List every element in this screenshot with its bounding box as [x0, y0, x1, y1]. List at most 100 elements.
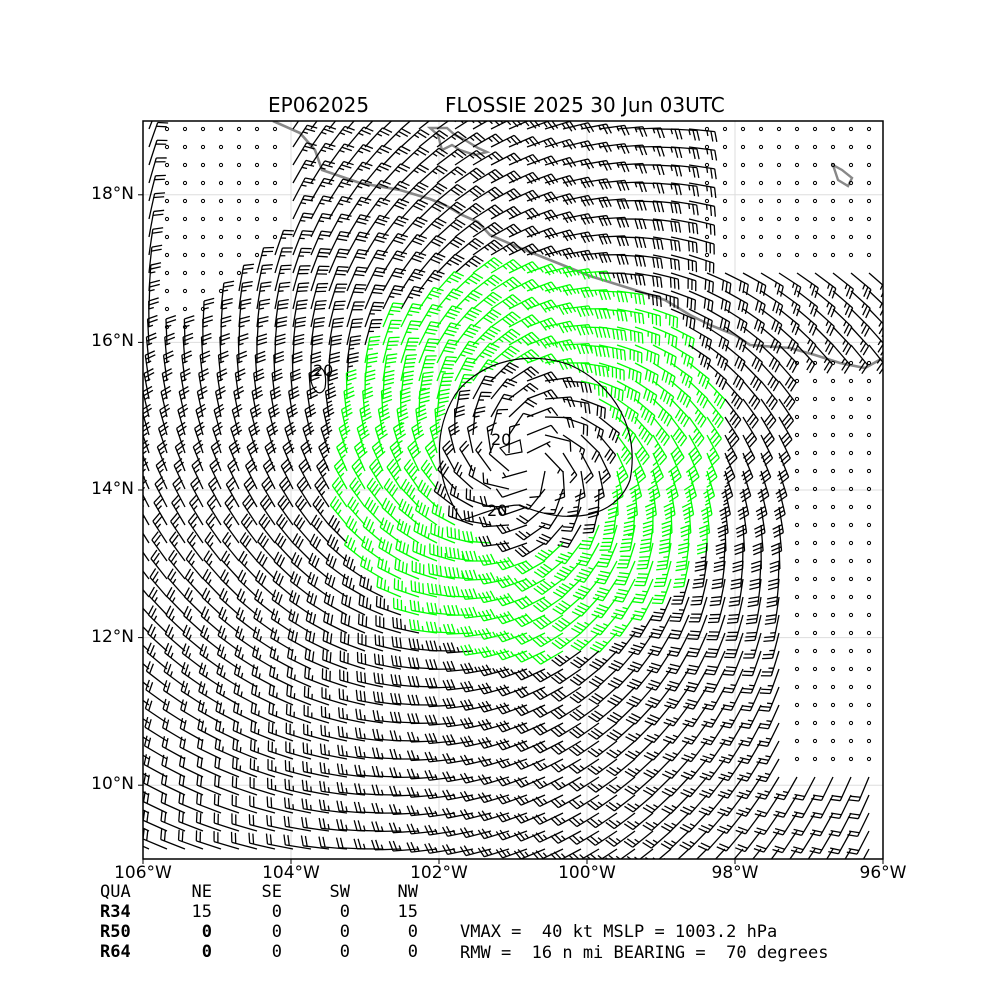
wind-barb — [454, 185, 485, 202]
wind-barb — [346, 266, 368, 292]
wind-barb — [148, 244, 163, 274]
wind-barb — [701, 704, 726, 728]
wind-barb — [447, 421, 460, 454]
wind-barb — [152, 512, 168, 544]
table-header-cell: NE — [191, 882, 212, 902]
wind-barb — [218, 606, 240, 634]
wind-barb — [670, 218, 699, 235]
wind-barb — [614, 560, 636, 586]
calm-marker — [866, 648, 872, 654]
wind-barb — [596, 542, 618, 568]
wind-barb — [256, 264, 273, 292]
wind-barb — [616, 326, 644, 344]
wind-barb — [199, 350, 211, 382]
calm-marker — [812, 612, 818, 618]
wind-barb — [724, 290, 749, 315]
wind-barb — [643, 758, 672, 779]
wind-barb — [298, 458, 312, 490]
wind-barb — [513, 794, 546, 806]
wind-barb — [688, 182, 717, 199]
wind-barb — [162, 350, 174, 382]
wind-barb — [623, 830, 654, 848]
wind-barb — [686, 632, 708, 658]
wind-barb — [151, 531, 168, 562]
wind-barb — [550, 794, 582, 809]
calm-marker — [200, 198, 206, 204]
wind-barb — [364, 162, 392, 184]
wind-barb — [490, 205, 522, 220]
wind-barb — [213, 403, 225, 436]
calm-marker — [830, 216, 836, 222]
wind-barb — [214, 756, 240, 778]
wind-barb — [580, 344, 610, 358]
wind-barb — [328, 230, 351, 256]
lat-tick-label: 14°N — [91, 479, 134, 499]
calm-marker — [830, 684, 836, 690]
calm-marker — [794, 486, 800, 492]
wind-barb — [459, 790, 492, 802]
wind-barb — [526, 335, 559, 349]
wind-barb — [382, 369, 395, 400]
wind-barb — [495, 793, 528, 805]
calm-marker — [866, 432, 872, 438]
wind-barb — [328, 265, 349, 292]
table-header-cell: SE — [261, 882, 282, 902]
calm-marker — [722, 216, 728, 222]
wind-barb — [321, 687, 348, 706]
wind-barb — [382, 215, 409, 238]
wind-barb — [400, 478, 420, 508]
wind-barb — [611, 596, 636, 620]
wind-barb — [490, 294, 522, 310]
wind-barb — [692, 560, 708, 589]
wind-barb — [308, 552, 330, 580]
table-cell: 0 — [271, 942, 282, 962]
calm-marker — [848, 576, 854, 582]
wind-barb — [544, 434, 572, 452]
wind-barb — [724, 632, 744, 659]
wind-barb — [310, 282, 329, 310]
wind-barb — [756, 740, 780, 765]
calm-marker — [848, 648, 854, 654]
wind-barb — [477, 774, 510, 786]
wind-barb — [760, 380, 778, 411]
wind-barb — [514, 542, 546, 558]
wind-barb — [143, 421, 151, 454]
wind-barb — [382, 285, 405, 310]
wind-barb — [495, 811, 528, 823]
calm-marker — [830, 504, 836, 510]
wind-barb — [327, 368, 339, 400]
calm-marker — [794, 144, 800, 150]
table-cell: 15 — [191, 902, 212, 922]
calm-marker — [776, 126, 782, 132]
wind-barb — [791, 812, 816, 836]
wind-barb — [349, 477, 366, 508]
wind-barb — [850, 344, 869, 375]
wind-barb — [778, 362, 797, 392]
wind-barb — [723, 650, 744, 676]
wind-barb — [284, 421, 297, 454]
wind-barb — [759, 668, 780, 695]
calm-marker — [164, 270, 170, 276]
wind-barb — [642, 830, 672, 849]
wind-barb — [364, 121, 374, 130]
wind-barb — [400, 216, 428, 238]
wind-barb — [569, 704, 600, 721]
wind-barb — [683, 686, 708, 710]
wind-barb — [760, 398, 777, 429]
wind-barb — [544, 320, 577, 334]
wind-barb — [184, 568, 204, 598]
calm-marker — [794, 360, 800, 366]
wind-barb — [568, 776, 600, 792]
wind-barb — [265, 833, 294, 850]
calm-marker — [866, 396, 872, 402]
wind-barb — [418, 165, 448, 184]
calm-marker — [866, 594, 872, 600]
calm-marker — [848, 360, 854, 366]
calm-marker — [866, 252, 872, 258]
wind-barb — [328, 283, 348, 310]
wind-barb — [346, 301, 365, 328]
calm-marker — [830, 468, 836, 474]
wind-barb — [526, 209, 559, 222]
wind-barb — [346, 248, 369, 274]
calm-marker — [848, 540, 854, 546]
